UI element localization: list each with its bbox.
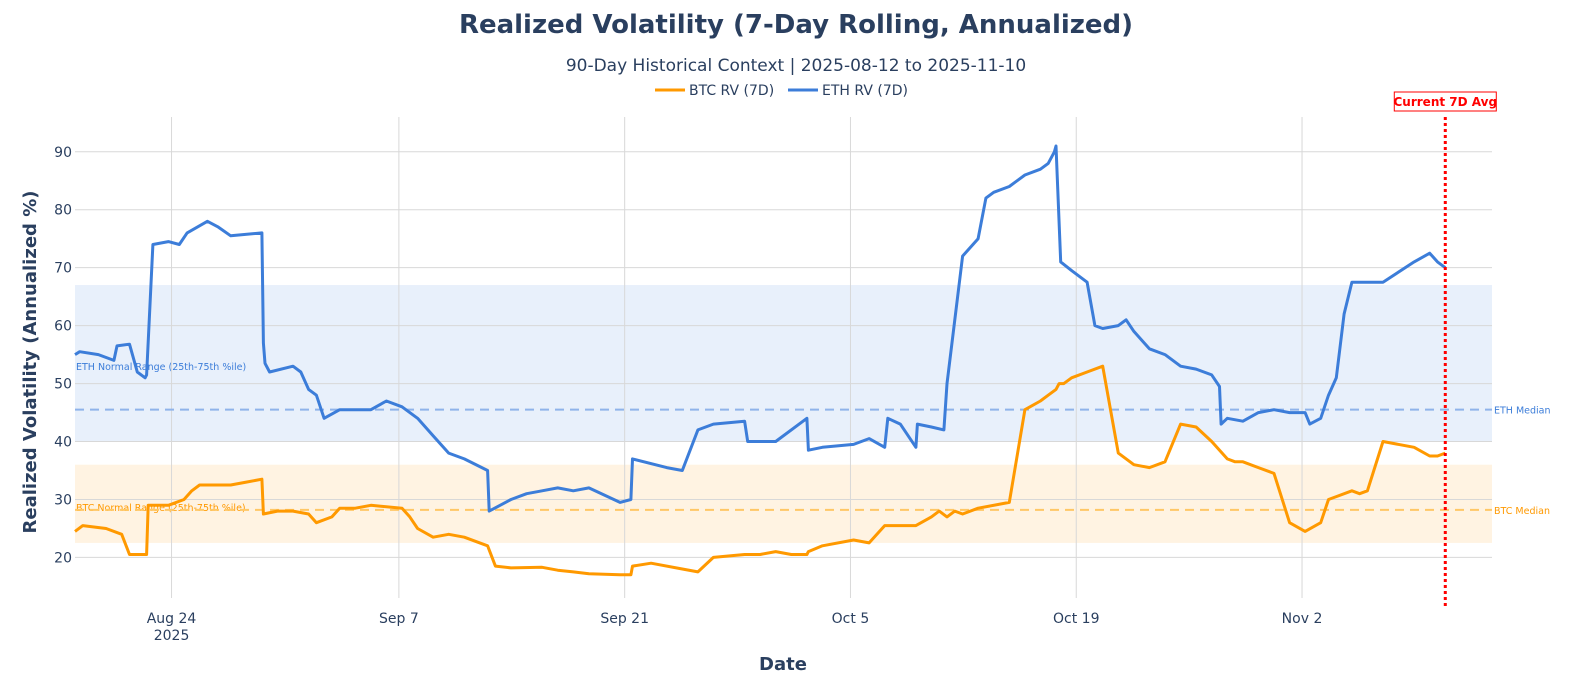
median-layer: ETH Median BTC Median	[75, 406, 1551, 517]
vline-layer: Current 7D Avg	[1393, 91, 1498, 608]
x-tick-label: Nov 2	[1282, 611, 1323, 627]
btc-median-label: BTC Median	[1494, 506, 1550, 517]
current-avg-label-box	[1393, 91, 1497, 112]
x-tick-label: Oct 5	[832, 611, 870, 627]
y-tick-label: 90	[54, 145, 72, 161]
y-tick-label: 60	[54, 319, 72, 335]
bands-layer: ETH Normal Range (25th-75th %ile) BTC Nor…	[75, 285, 1492, 543]
legend-item-btc[interactable]: BTC RV (7D)	[655, 83, 774, 99]
legend-label-eth: ETH RV (7D)	[822, 83, 908, 99]
y-tick-label: 80	[54, 203, 72, 219]
eth-series-line	[74, 144, 1447, 513]
legend-label-btc: BTC RV (7D)	[689, 83, 774, 99]
x-tick-year-label: 2025	[154, 628, 190, 644]
eth-normal-range-label: ETH Normal Range (25th-75th %ile)	[76, 362, 246, 373]
y-tick-label: 70	[54, 261, 72, 277]
btc-series-line	[74, 364, 1446, 577]
y-tick-label: 20	[54, 550, 72, 566]
y-axis-ticks: 20 30 40 50 60 70 80 90	[54, 145, 72, 567]
x-tick-label: Sep 7	[379, 611, 419, 627]
legend-item-eth[interactable]: ETH RV (7D)	[788, 83, 908, 99]
btc-normal-range-band	[75, 464, 1492, 543]
x-axis-title: Date	[759, 654, 807, 675]
y-tick-label: 50	[54, 377, 72, 393]
series-layer	[74, 144, 1447, 577]
btc-normal-range-label: BTC Normal Range (25th-75th %ile)	[76, 503, 246, 514]
y-tick-label: 40	[54, 435, 72, 451]
y-tick-label: 30	[54, 492, 72, 508]
chart-title: Realized Volatility (7-Day Rolling, Annu…	[459, 10, 1133, 40]
y-axis-title: Realized Volatility (Annualized %)	[20, 191, 41, 534]
grid-layer	[75, 117, 1492, 598]
chart-subtitle: 90-Day Historical Context | 2025-08-12 t…	[566, 56, 1026, 76]
legend[interactable]: BTC RV (7D) ETH RV (7D)	[655, 83, 908, 99]
eth-median-label: ETH Median	[1494, 406, 1551, 417]
current-avg-label: Current 7D Avg	[1394, 95, 1498, 109]
x-tick-label: Oct 19	[1053, 611, 1099, 627]
x-tick-label: Aug 24	[147, 611, 197, 627]
x-tick-label: Sep 21	[600, 611, 649, 627]
eth-normal-range-band	[75, 285, 1492, 442]
